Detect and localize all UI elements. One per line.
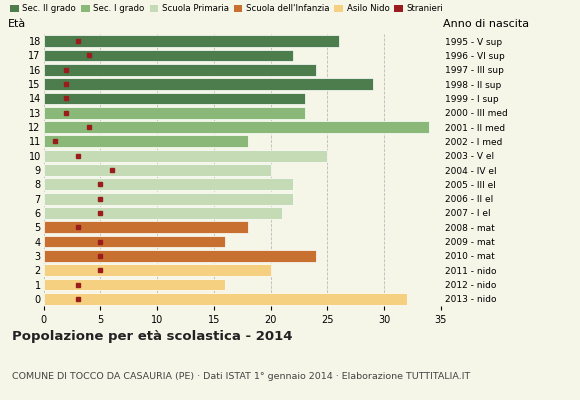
- Bar: [44, 264, 270, 276]
- Bar: [44, 50, 293, 61]
- Bar: [44, 164, 270, 176]
- Bar: [44, 221, 248, 233]
- Legend: Sec. II grado, Sec. I grado, Scuola Primaria, Scuola dell'Infanzia, Asilo Nido, : Sec. II grado, Sec. I grado, Scuola Prim…: [10, 4, 443, 13]
- Bar: [44, 236, 225, 248]
- Bar: [44, 136, 248, 147]
- Bar: [44, 35, 339, 47]
- Text: COMUNE DI TOCCO DA CASAURIA (PE) · Dati ISTAT 1° gennaio 2014 · Elaborazione TUT: COMUNE DI TOCCO DA CASAURIA (PE) · Dati …: [12, 372, 470, 381]
- Text: Anno di nascita: Anno di nascita: [443, 18, 529, 28]
- Bar: [44, 150, 327, 162]
- Bar: [44, 78, 373, 90]
- Bar: [44, 121, 429, 133]
- Bar: [44, 293, 407, 305]
- Bar: [44, 279, 225, 290]
- Bar: [44, 250, 316, 262]
- Text: Età: Età: [8, 18, 26, 28]
- Bar: [44, 92, 304, 104]
- Bar: [44, 64, 316, 76]
- Text: Popolazione per età scolastica - 2014: Popolazione per età scolastica - 2014: [12, 330, 292, 343]
- Bar: [44, 107, 304, 119]
- Bar: [44, 193, 293, 204]
- Bar: [44, 178, 293, 190]
- Bar: [44, 207, 282, 219]
